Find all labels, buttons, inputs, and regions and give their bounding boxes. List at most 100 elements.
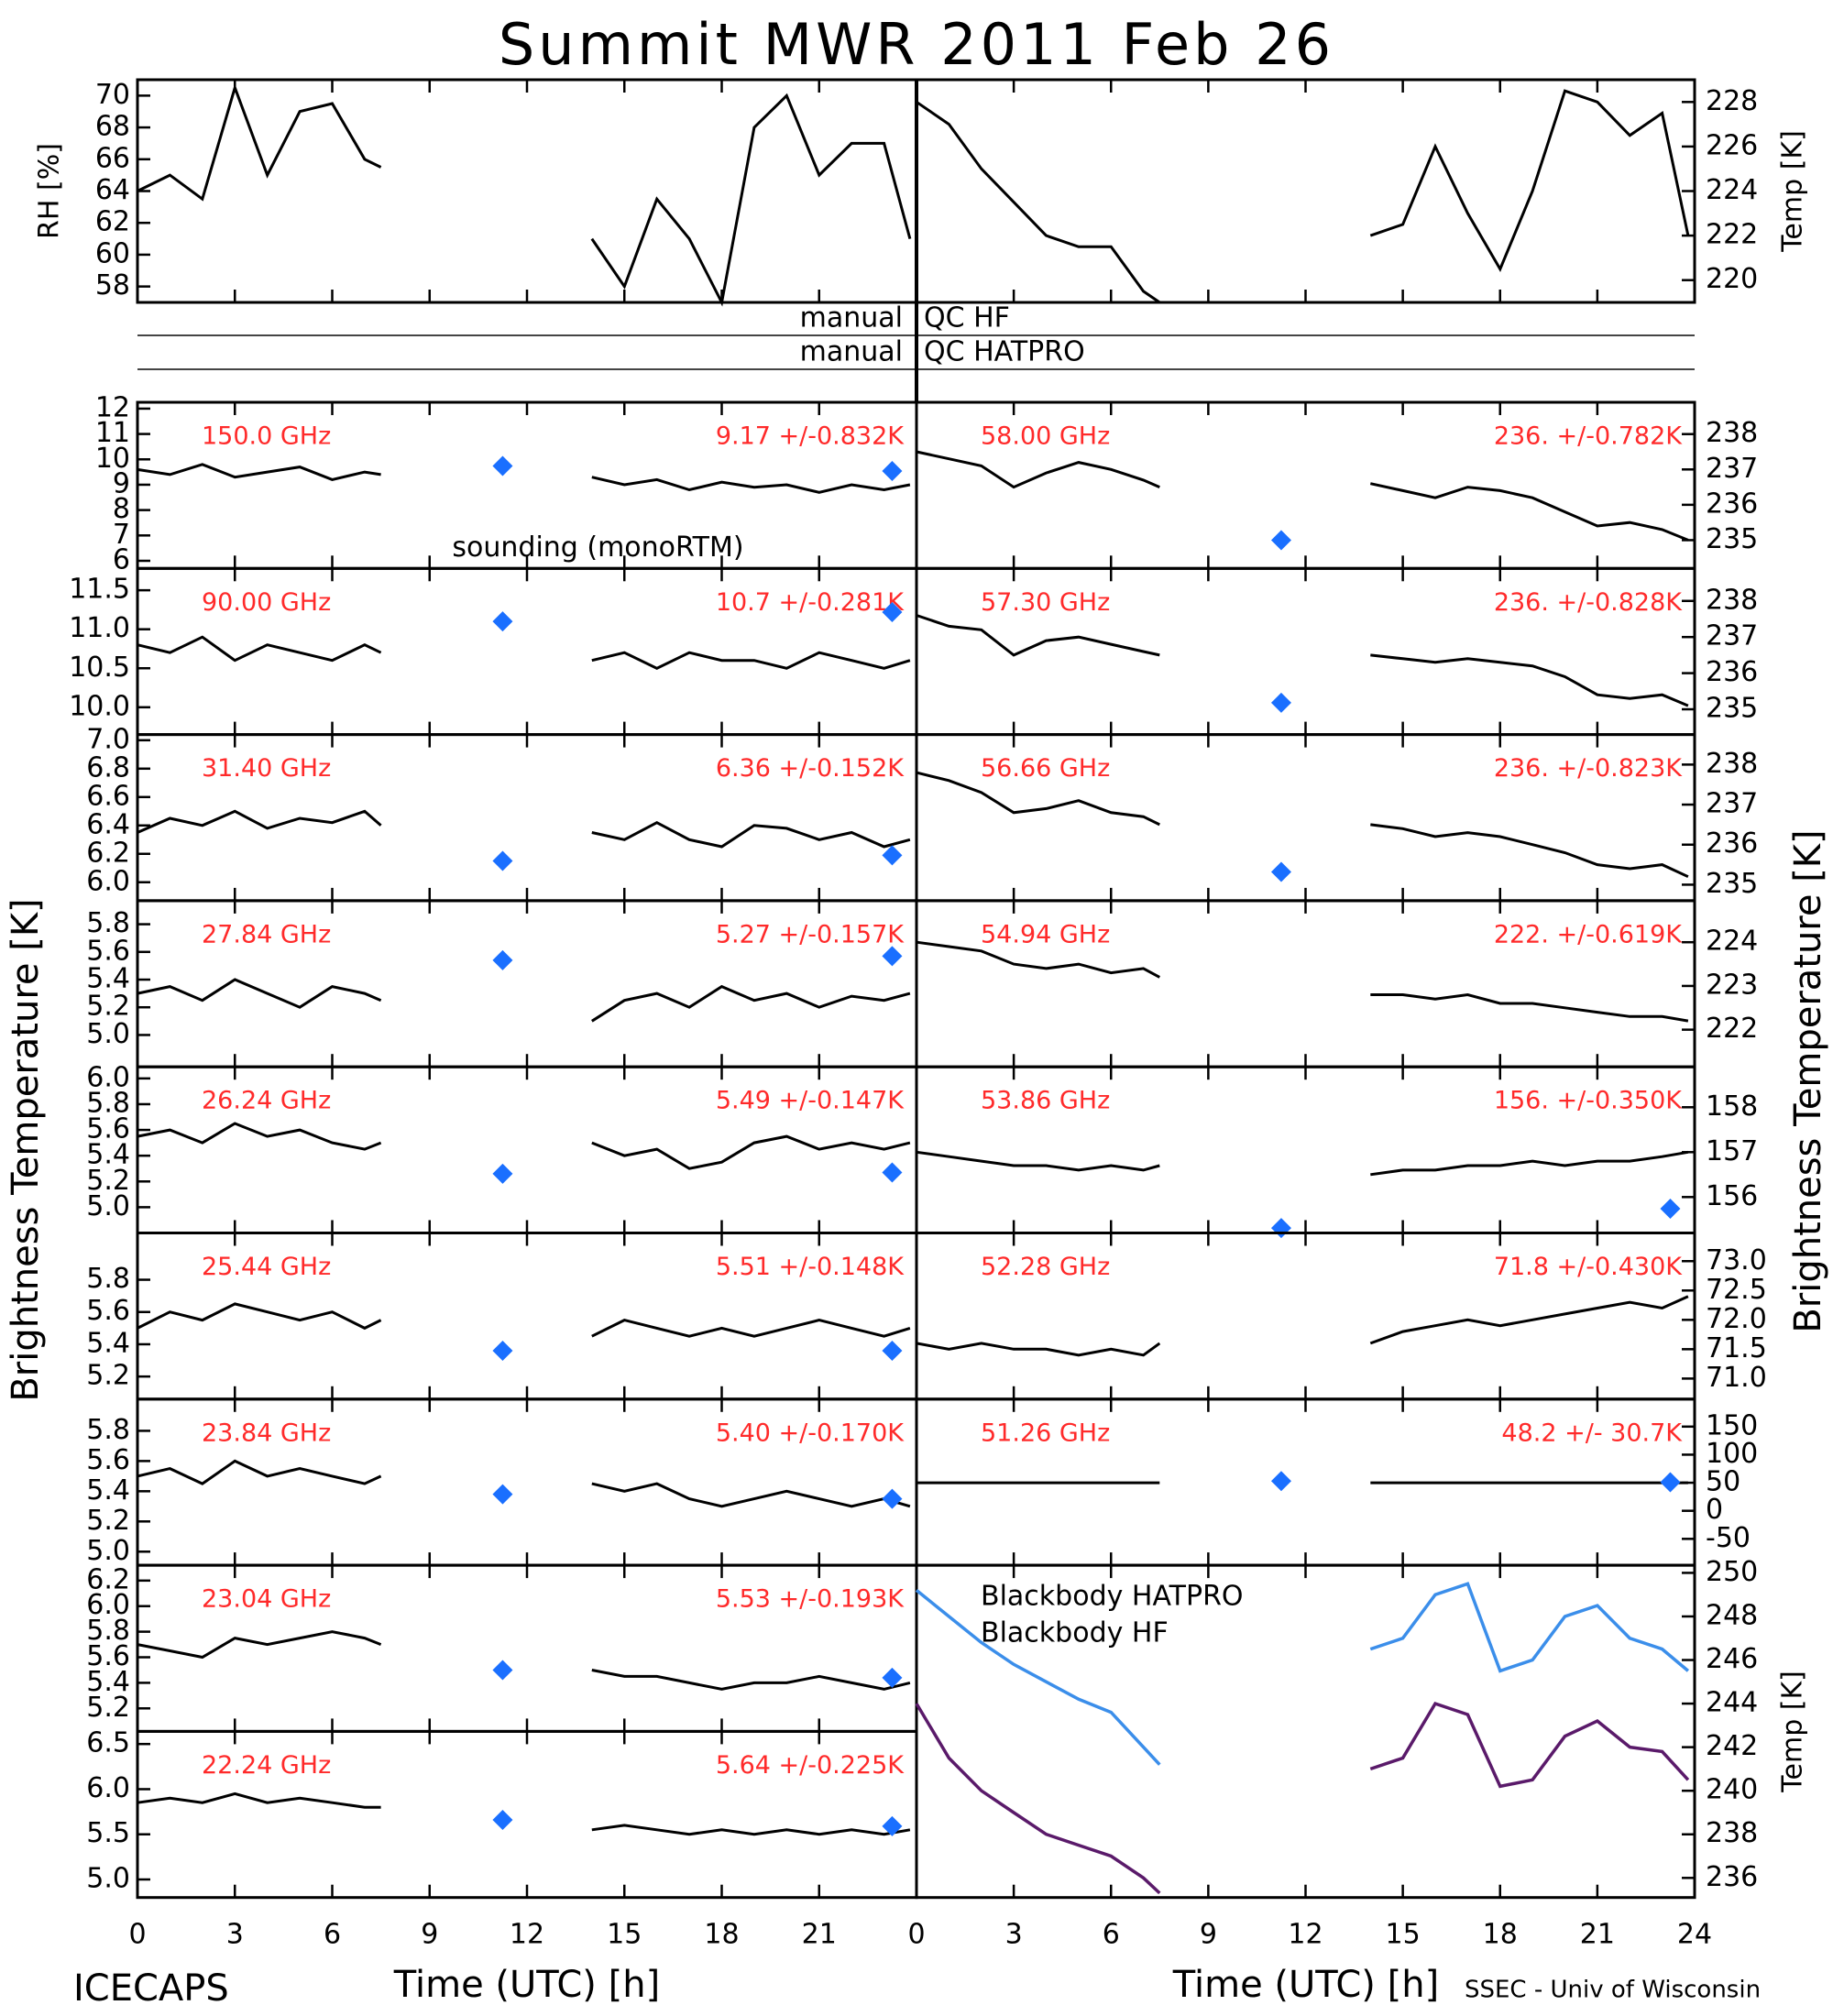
y-tick-label: 5.4 xyxy=(86,1139,130,1171)
channel-label: 56.66 GHz xyxy=(981,754,1110,783)
channel-stats: 5.40 +/-0.170K xyxy=(716,1419,905,1447)
y-tick-label: 0 xyxy=(1706,1494,1723,1526)
sounding-marker xyxy=(492,1484,513,1505)
sounding-marker xyxy=(882,946,903,967)
sounding-marker xyxy=(882,461,903,482)
qc-label: QC HF xyxy=(924,302,1010,334)
y-tick-label: 5.0 xyxy=(86,1018,130,1050)
y-tick-label: 6.0 xyxy=(86,1772,130,1804)
y-tick-label: 5.8 xyxy=(86,1087,130,1119)
channel-label: 27.84 GHz xyxy=(202,920,331,948)
y-tick-label: 58 xyxy=(95,269,130,301)
y-tick-label: 6.8 xyxy=(86,751,130,783)
y-tick-label: 7.0 xyxy=(86,723,130,755)
data-line xyxy=(916,614,1689,707)
channel-stats: 236. +/-0.782K xyxy=(1494,422,1683,451)
sounding-marker xyxy=(492,1340,513,1361)
data-line xyxy=(916,1150,1689,1177)
sounding-marker xyxy=(1660,1199,1681,1220)
y-tick-label: 11 xyxy=(95,417,130,449)
y-tick-label: 5.2 xyxy=(86,1692,130,1724)
channel-stats: 9.17 +/-0.832K xyxy=(716,422,905,451)
y-tick-label: 228 xyxy=(1706,85,1758,117)
channel-label: 57.30 GHz xyxy=(981,588,1110,617)
sounding-marker xyxy=(882,1340,903,1361)
x-tick-label: 21 xyxy=(1580,1919,1615,1951)
y-tick-label: 6.0 xyxy=(86,865,130,897)
y-axis-label: RH [%] xyxy=(34,143,66,239)
y-tick-label: 73.0 xyxy=(1706,1244,1767,1276)
y-tick-label: 238 xyxy=(1706,748,1758,780)
y-tick-label: 5.0 xyxy=(86,1190,130,1222)
y-tick-label: 72.5 xyxy=(1706,1274,1767,1306)
y-tick-label: 68 xyxy=(95,111,130,143)
sounding-marker xyxy=(492,1660,513,1681)
y-tick-label: 5.0 xyxy=(86,1535,130,1567)
y-tick-label: 5.4 xyxy=(86,963,130,995)
x-tick-label: 21 xyxy=(802,1919,837,1951)
y-tick-label: 5.6 xyxy=(86,935,130,967)
y-tick-label: 5.6 xyxy=(86,1295,130,1327)
y-tick-label: 9 xyxy=(113,467,130,499)
data-line xyxy=(137,635,911,670)
sounding-marker xyxy=(882,601,903,622)
channel-label: 22.24 GHz xyxy=(202,1751,331,1780)
data-line xyxy=(916,1295,1689,1357)
sounding-marker xyxy=(1270,1471,1291,1492)
y-tick-label: 100 xyxy=(1706,1438,1758,1470)
y-axis-label: Brightness Temperature [K] xyxy=(5,898,47,1401)
x-tick-label: 24 xyxy=(1677,1919,1712,1951)
x-tick-label: 18 xyxy=(704,1919,739,1951)
y-tick-label: 236 xyxy=(1706,656,1758,688)
y-tick-label: 222 xyxy=(1706,219,1758,251)
y-tick-label: 220 xyxy=(1706,263,1758,295)
y-tick-label: 8 xyxy=(113,493,130,525)
sounding-marker xyxy=(492,1163,513,1184)
data-line xyxy=(137,978,911,1023)
y-tick-label: 62 xyxy=(95,206,130,238)
channel-label: 54.94 GHz xyxy=(981,920,1110,948)
channel-stats: 236. +/-0.828K xyxy=(1494,588,1683,617)
y-tick-label: 5.2 xyxy=(86,991,130,1023)
channel-stats: 5.27 +/-0.157K xyxy=(716,920,905,948)
y-tick-label: 156 xyxy=(1706,1180,1758,1212)
y-tick-label: 150 xyxy=(1706,1409,1758,1441)
x-tick-label: 15 xyxy=(607,1919,642,1951)
channel-label: 150.0 GHz xyxy=(202,422,331,451)
legend-label: Blackbody HATPRO xyxy=(981,1581,1244,1613)
y-axis-label: Temp [K] xyxy=(1777,1671,1809,1793)
data-line xyxy=(137,1630,911,1691)
y-tick-label: 10.0 xyxy=(69,690,130,722)
sounding-marker xyxy=(492,455,513,477)
channel-label: 58.00 GHz xyxy=(981,422,1110,451)
x-tick-label: 0 xyxy=(128,1919,146,1951)
y-tick-label: 238 xyxy=(1706,584,1758,616)
y-tick-label: 5.0 xyxy=(86,1862,130,1894)
data-line xyxy=(137,82,912,307)
y-tick-label: 238 xyxy=(1706,417,1758,449)
y-tick-label: 5.2 xyxy=(86,1165,130,1197)
y-tick-label: 5.4 xyxy=(86,1474,130,1507)
y-axis-label: Brightness Temperature [K] xyxy=(1787,829,1829,1332)
data-line xyxy=(137,1122,911,1170)
data-line xyxy=(137,809,911,849)
qc-label: manual xyxy=(800,336,903,368)
y-tick-label: 237 xyxy=(1706,453,1758,485)
y-tick-label: 5.8 xyxy=(86,907,130,939)
sounding-marker xyxy=(882,1162,903,1183)
channel-stats: 71.8 +/-0.430K xyxy=(1494,1253,1683,1281)
chart-title: Summit MWR 2011 Feb 26 xyxy=(499,11,1334,78)
y-tick-label: 224 xyxy=(1706,174,1758,206)
channel-stats: 5.53 +/-0.193K xyxy=(716,1585,905,1614)
data-line xyxy=(916,450,1689,542)
sounding-marker xyxy=(1660,1472,1681,1493)
y-tick-label: 5.8 xyxy=(86,1414,130,1446)
x-tick-label: 15 xyxy=(1386,1919,1421,1951)
y-tick-label: 10 xyxy=(95,443,130,475)
channel-stats: 10.7 +/-0.281K xyxy=(716,588,905,617)
qc-label: QC HATPRO xyxy=(924,336,1085,368)
channel-stats: 222. +/-0.619K xyxy=(1494,920,1683,948)
y-tick-label: 235 xyxy=(1706,523,1758,555)
y-tick-label: 6.0 xyxy=(86,1589,130,1621)
x-tick-label: 12 xyxy=(510,1919,544,1951)
